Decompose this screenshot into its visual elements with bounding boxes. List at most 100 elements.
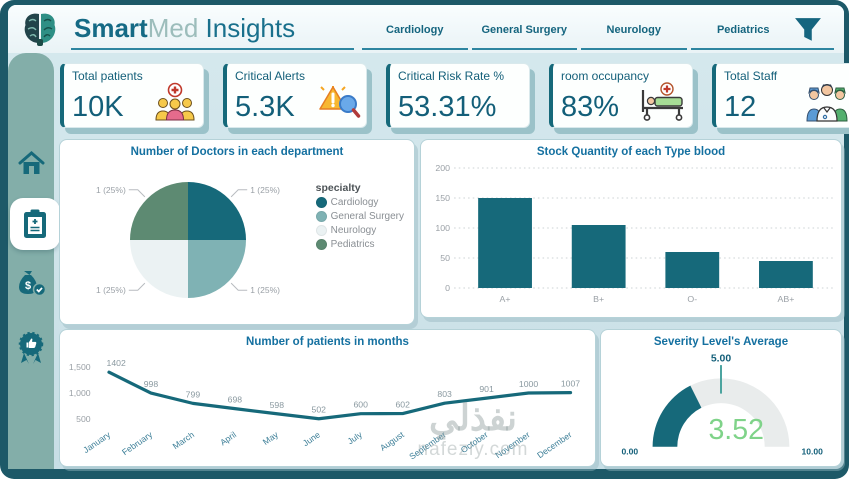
kpi-label: room occupancy: [561, 69, 650, 83]
tab-general-surgery[interactable]: General Surgery: [471, 5, 577, 50]
kpi-label: Critical Risk Rate %: [398, 69, 505, 83]
legend-item-General Surgery[interactable]: General Surgery: [315, 211, 404, 222]
pie-title: Number of Doctors in each department: [130, 146, 344, 158]
month-label-August: August: [378, 429, 406, 453]
kpi-value: 83%: [561, 91, 620, 123]
svg-text:1007: 1007: [561, 379, 581, 389]
app-title-light: Med: [147, 13, 199, 43]
svg-text:799: 799: [186, 389, 201, 399]
doctors-pie-chart: 1 (25%) 1 (25%) 1 (25%) 1 (25%) specialty Ca…: [60, 158, 414, 314]
kpi-critical-alerts[interactable]: Critical Alerts 5.3K: [223, 63, 367, 128]
sidebar-item-records[interactable]: [10, 198, 60, 250]
legend-label: Neurology: [330, 225, 377, 236]
legend-item-Neurology[interactable]: Neurology: [315, 225, 404, 236]
month-label-January: January: [81, 429, 113, 455]
svg-text:901: 901: [479, 384, 494, 394]
blood-stock-bar-chart[interactable]: 0 50 100 150 200 A+ B+ O- AB+: [421, 158, 841, 310]
kpi-row: Total patients 10K Critical Alerts 5.3K: [60, 63, 849, 128]
month-label-July: July: [346, 429, 365, 446]
svg-text:1 (25%): 1 (25%): [250, 285, 280, 295]
legend-label: General Surgery: [330, 211, 404, 222]
bar-AB+[interactable]: [759, 261, 813, 288]
clipboard-icon: [24, 209, 46, 238]
hospital-bed-icon: [641, 82, 683, 121]
kpi-total-staff[interactable]: Total Staff 12: [712, 63, 849, 128]
filter-icon[interactable]: [794, 17, 822, 43]
month-label-May: May: [261, 429, 281, 447]
app-title-rest: Insights: [198, 13, 296, 43]
svg-text:3.52: 3.52: [708, 414, 763, 446]
bar-O-[interactable]: [665, 252, 720, 288]
month-label-November: November: [493, 429, 532, 460]
home-icon: [18, 151, 44, 174]
pie-slice-Pediatrics[interactable]: [130, 182, 188, 240]
svg-text:1,500: 1,500: [69, 362, 91, 372]
kpi-value: 12: [724, 91, 757, 123]
svg-text:O-: O-: [687, 294, 697, 304]
pie-slice-Cardiology[interactable]: [188, 182, 246, 240]
pie-slice-General Surgery[interactable]: [188, 240, 246, 298]
severity-gauge-chart[interactable]: 5.00 3.52 0.00 10.00: [601, 348, 841, 462]
pie-svg[interactable]: 1 (25%) 1 (25%) 1 (25%) 1 (25%): [60, 158, 310, 314]
app-title: SmartMed Insights: [74, 13, 295, 44]
gauge-fill: [652, 385, 702, 447]
month-label-March: March: [171, 429, 197, 451]
kpi-critical-risk-rate[interactable]: Critical Risk Rate % 53.31%: [386, 63, 530, 128]
svg-text:100: 100: [435, 223, 450, 233]
svg-text:602: 602: [395, 400, 410, 410]
bar-B+[interactable]: [571, 225, 626, 288]
svg-text:1402: 1402: [107, 358, 127, 368]
bar-A+[interactable]: [478, 198, 532, 288]
gauge-title: Severity Level's Average: [653, 336, 789, 348]
month-label-December: December: [535, 429, 574, 460]
department-tabs: Cardiology General Surgery Neurology Ped…: [360, 5, 798, 50]
kpi-room-occupancy[interactable]: room occupancy 83%: [549, 63, 693, 128]
sidebar-item-quality[interactable]: [8, 331, 54, 365]
legend-item-Cardiology[interactable]: Cardiology: [315, 197, 404, 208]
svg-text:10.00: 10.00: [802, 446, 824, 456]
pie-slice-Neurology[interactable]: [130, 240, 188, 298]
legend-item-Pediatrics[interactable]: Pediatrics: [315, 239, 404, 250]
app-title-bold: Smart: [74, 13, 148, 43]
svg-text:803: 803: [437, 389, 452, 399]
tab-pediatrics[interactable]: Pediatrics: [690, 5, 796, 50]
svg-text:1000: 1000: [519, 379, 539, 389]
kpi-label: Critical Alerts: [235, 69, 306, 83]
svg-text:598: 598: [270, 400, 285, 410]
app-body: SmartMed Insights Cardiology General Sur…: [8, 5, 849, 469]
alert-magnifier-icon: [319, 86, 361, 118]
kpi-value: 10K: [72, 91, 124, 123]
legend-dot: [315, 225, 327, 236]
kpi-value: 5.3K: [235, 91, 295, 123]
legend-dot: [315, 211, 327, 222]
tab-neurology[interactable]: Neurology: [581, 5, 687, 50]
svg-text:1,000: 1,000: [69, 388, 91, 398]
patients-line-panel: Number of patients in months 500 1,000 1,5…: [59, 329, 596, 467]
line-title: Number of patients in months: [246, 336, 409, 348]
svg-text:998: 998: [144, 379, 159, 389]
kpi-value: 53.31%: [398, 91, 497, 123]
svg-text:500: 500: [76, 414, 91, 424]
svg-text:1 (25%): 1 (25%): [96, 285, 126, 295]
title-underline: [71, 48, 354, 50]
legend-dot: [315, 239, 327, 250]
svg-text:200: 200: [435, 163, 450, 173]
bar-title: Stock Quantity of each Type blood: [536, 146, 726, 158]
month-label-October: October: [459, 429, 490, 455]
tab-cardiology[interactable]: Cardiology: [362, 5, 468, 50]
svg-text:1 (25%): 1 (25%): [96, 185, 126, 195]
sidebar: $: [8, 53, 60, 469]
svg-text:50: 50: [440, 253, 450, 263]
filter-underline: [792, 48, 834, 50]
patients-line-chart[interactable]: 500 1,000 1,500 1402 January 998 February 799 Ma…: [60, 348, 595, 461]
month-label-February: February: [120, 429, 155, 457]
patients-group-icon: [155, 82, 195, 121]
svg-text:600: 600: [353, 400, 368, 410]
pie-legend: specialty Cardiology General Surgery Neurol…: [315, 182, 404, 253]
sidebar-item-finance[interactable]: $: [8, 268, 54, 298]
kpi-total-patients[interactable]: Total patients 10K: [60, 63, 204, 128]
svg-text:A+: A+: [500, 294, 511, 304]
sidebar-item-home[interactable]: [8, 151, 54, 176]
legend-label: Cardiology: [330, 197, 379, 208]
svg-text:0: 0: [445, 283, 450, 293]
